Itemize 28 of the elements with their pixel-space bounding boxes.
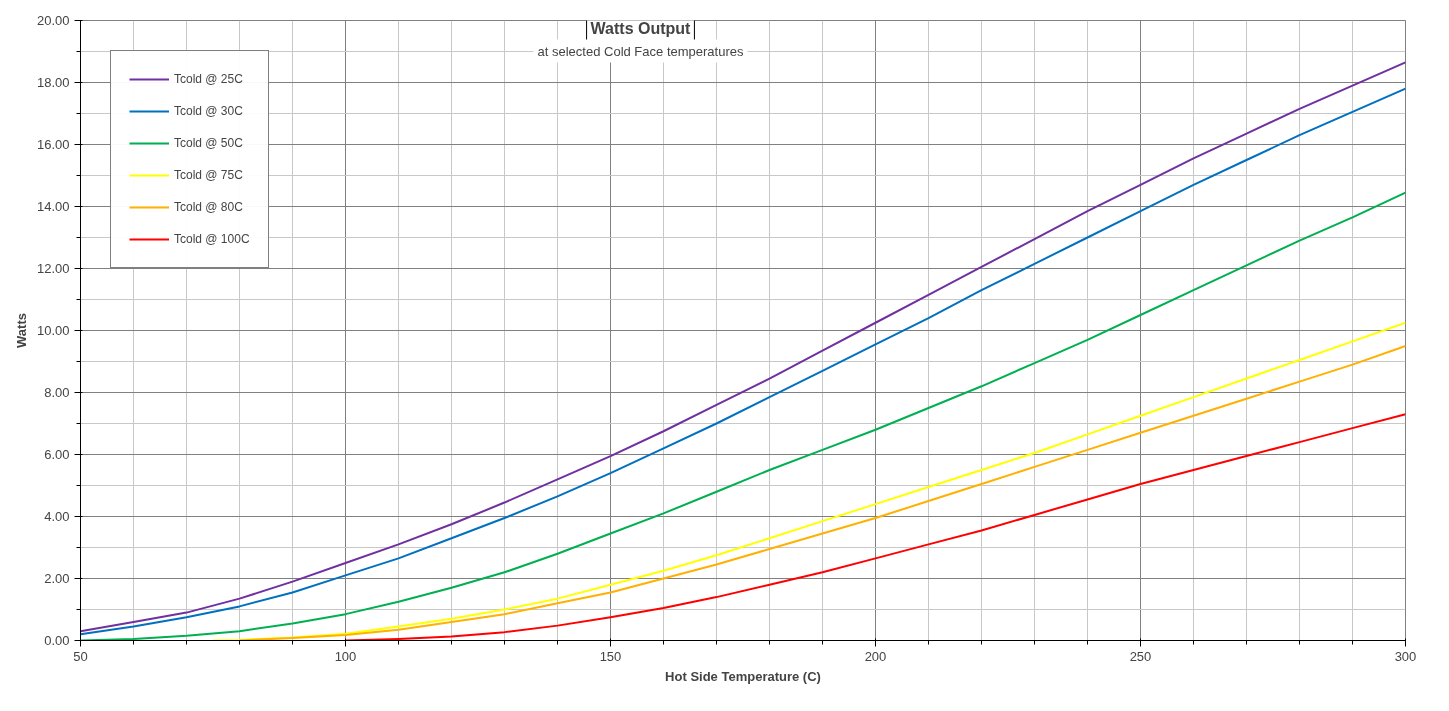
line-series bbox=[344, 413, 1406, 641]
text: at selected Cold Face temperatures bbox=[537, 43, 744, 59]
x-tick-label: 300 bbox=[1394, 648, 1417, 664]
y-tick-label: 12.00 bbox=[36, 261, 70, 276]
y-tick-label: 8.00 bbox=[44, 385, 70, 400]
x-tick-label: 250 bbox=[1129, 648, 1152, 664]
x-tick-label: 200 bbox=[864, 648, 887, 664]
y-tick-label: 14.00 bbox=[36, 199, 70, 214]
x-tick-label: 50 bbox=[73, 648, 88, 664]
y-tick-label: 6.00 bbox=[44, 447, 70, 462]
y-tick-label: 16.00 bbox=[36, 137, 70, 152]
legend-label: Tcold @ 25C bbox=[174, 72, 243, 86]
x-tick-label: 100 bbox=[334, 648, 357, 664]
y-tick-label: 0.00 bbox=[44, 633, 70, 648]
x-tick-label: 150 bbox=[599, 648, 622, 664]
y-tick-label: 10.00 bbox=[36, 323, 70, 338]
y-tick-label: 18.00 bbox=[36, 75, 70, 90]
chart-title: Watts Output bbox=[590, 19, 692, 37]
y-tick-label: 20.00 bbox=[36, 13, 70, 28]
legend-label: Tcold @ 80C bbox=[174, 200, 243, 214]
legend-label: Tcold @ 30C bbox=[174, 104, 243, 118]
legend-label: Tcold @ 75C bbox=[174, 168, 243, 182]
y-axis-title: Watts bbox=[13, 313, 29, 348]
legend-label: Tcold @ 100C bbox=[174, 232, 250, 246]
x-axis-title: Hot Side Temperature (C) bbox=[665, 668, 821, 684]
legend-label: Tcold @ 50C bbox=[174, 136, 243, 150]
y-tick-label: 4.00 bbox=[44, 509, 70, 524]
y-tick-label: 2.00 bbox=[44, 571, 70, 586]
